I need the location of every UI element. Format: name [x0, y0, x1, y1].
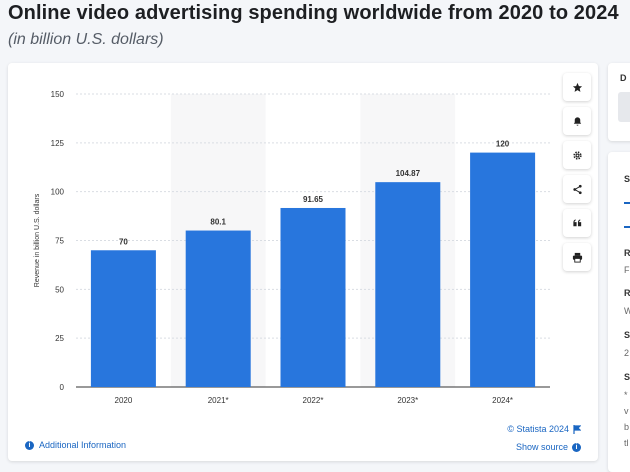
y-tick-label: 75 — [55, 237, 64, 246]
bar — [375, 182, 441, 387]
side-letter: * — [624, 390, 628, 400]
favorite-button[interactable] — [563, 73, 591, 101]
data-label: 91.65 — [303, 195, 324, 204]
notification-button[interactable] — [563, 107, 591, 135]
x-tick-label: 2022* — [303, 396, 324, 405]
bell-icon — [573, 116, 581, 126]
data-label: 120 — [496, 140, 510, 149]
quote-icon — [572, 218, 581, 226]
side-panel-label: D — [620, 73, 627, 83]
side-letter: F — [624, 265, 630, 275]
side-letter: R — [624, 288, 630, 298]
x-tick-label: 2020 — [115, 396, 133, 405]
data-label: 70 — [119, 237, 128, 246]
additional-information-label: Additional Information — [39, 440, 127, 450]
side-letter: v — [624, 406, 629, 416]
x-tick-label: 2021* — [208, 396, 229, 405]
info-icon: i — [25, 440, 34, 450]
y-tick-label: 100 — [51, 188, 65, 197]
chart-title: Online video advertising spending worldw… — [8, 2, 619, 24]
copyright-label: © Statista 2024 — [507, 424, 569, 434]
y-tick-label: 125 — [51, 139, 65, 148]
bar — [280, 207, 346, 387]
side-panel-button[interactable] — [618, 92, 630, 122]
flag-icon — [573, 424, 581, 434]
show-source-link[interactable]: Show source i — [516, 442, 581, 452]
print-button[interactable] — [563, 243, 591, 271]
side-letter: S — [624, 330, 630, 340]
bar — [470, 152, 536, 387]
bar-chart: 0 25 50 75 100 125 150 Revenue in billion U.S. … — [34, 90, 550, 405]
y-tick-label: 50 — [55, 285, 64, 294]
chart-toolbar — [563, 73, 591, 277]
bar — [90, 250, 156, 387]
side-letter: W — [624, 306, 630, 316]
side-divider — [624, 226, 630, 228]
share-icon — [572, 184, 582, 194]
y-tick-label: 25 — [55, 334, 64, 343]
side-letter: S — [624, 372, 630, 382]
settings-button[interactable] — [563, 141, 591, 169]
gear-icon — [572, 150, 582, 160]
chart-subtitle: (in billion U.S. dollars) — [8, 31, 164, 48]
data-label: 104.87 — [396, 169, 421, 178]
y-tick-label: 150 — [51, 90, 65, 99]
print-icon — [572, 252, 582, 263]
side-letter: S — [624, 174, 630, 184]
data-label: 80.1 — [210, 218, 226, 227]
bar — [185, 230, 251, 387]
side-divider — [624, 202, 630, 204]
y-tick-label: 0 — [60, 383, 65, 392]
cite-button[interactable] — [563, 209, 591, 237]
side-panel-download: D — [608, 63, 630, 141]
side-letter: b — [624, 422, 630, 432]
info-icon: i — [572, 442, 581, 452]
x-tick-label: 2023* — [397, 396, 418, 405]
side-letter: tl — [624, 438, 629, 448]
side-letter: R — [624, 248, 630, 258]
statista-copyright[interactable]: © Statista 2024 — [507, 424, 581, 434]
x-tick-label: 2024* — [492, 396, 513, 405]
share-button[interactable] — [563, 175, 591, 203]
star-icon — [572, 82, 582, 92]
show-source-label: Show source — [515, 442, 568, 452]
additional-information-link[interactable]: i Additional Information — [25, 440, 126, 450]
y-axis-label: Revenue in billion U.S. dollars — [34, 193, 41, 287]
side-panel-details: S R F R W S 2 S * v b tl — [608, 152, 630, 472]
side-letter: 2 — [624, 348, 630, 358]
chart-card: 0 25 50 75 100 125 150 Revenue in billion U.S. … — [8, 63, 598, 461]
